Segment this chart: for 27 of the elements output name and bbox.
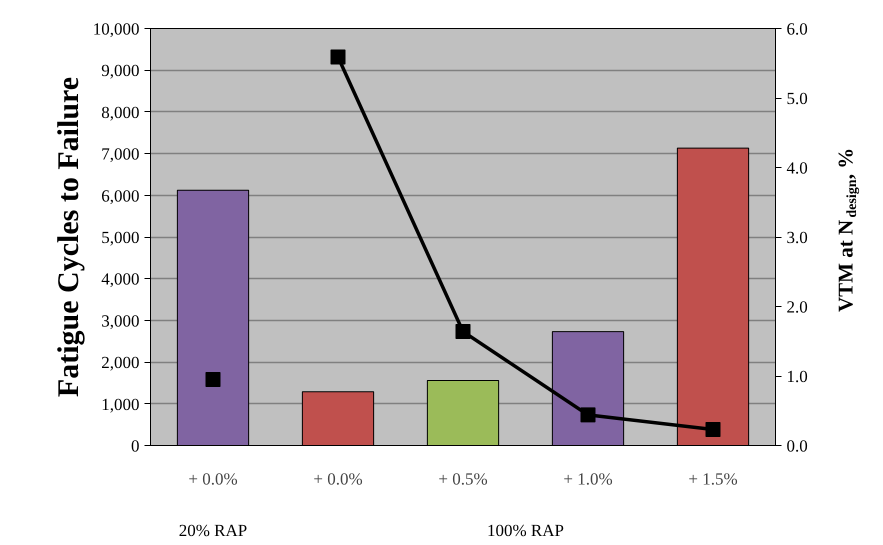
- y-tick-label: 9,000: [101, 61, 140, 80]
- y-axis-title: Fatigue Cycles to Failure: [52, 76, 85, 398]
- y-tick-label: 3,000: [101, 311, 140, 330]
- y2-tick-label: 2.0: [786, 298, 808, 316]
- x-tick-label: + 0.0%: [188, 470, 238, 488]
- x-tick-label: + 0.0%: [313, 470, 363, 488]
- y-tick-label: 1,000: [101, 394, 140, 414]
- y-tick-label: 4,000: [101, 270, 140, 289]
- y-tick-label: 5,000: [101, 228, 140, 247]
- y2-tick-label: 0.0: [786, 436, 808, 456]
- y2-tick-label: 6.0: [786, 20, 808, 38]
- y-tick-label: 8,000: [101, 102, 140, 122]
- y2-tick-label: 3.0: [786, 228, 808, 247]
- text: 100% RAP: [487, 521, 564, 540]
- y-tick-label: 10,000: [92, 20, 140, 38]
- y2-tick-label: 1.0: [786, 367, 808, 386]
- text: 20% RAP: [178, 521, 248, 540]
- x-tick-label: + 1.0%: [563, 470, 613, 488]
- y2-tick-label: 5.0: [786, 89, 808, 108]
- y-tick-label: 0: [131, 436, 140, 456]
- y-tick-label: 2,000: [101, 353, 140, 372]
- y2-axis-title: VTM at Ndesign, %: [834, 148, 860, 312]
- y2-tick-label: 4.0: [786, 158, 808, 178]
- x-tick-label: + 0.5%: [438, 470, 488, 488]
- x-tick-label: + 1.5%: [688, 470, 738, 488]
- y-tick-label: 7,000: [101, 144, 140, 164]
- y-tick-label: 6,000: [101, 186, 140, 206]
